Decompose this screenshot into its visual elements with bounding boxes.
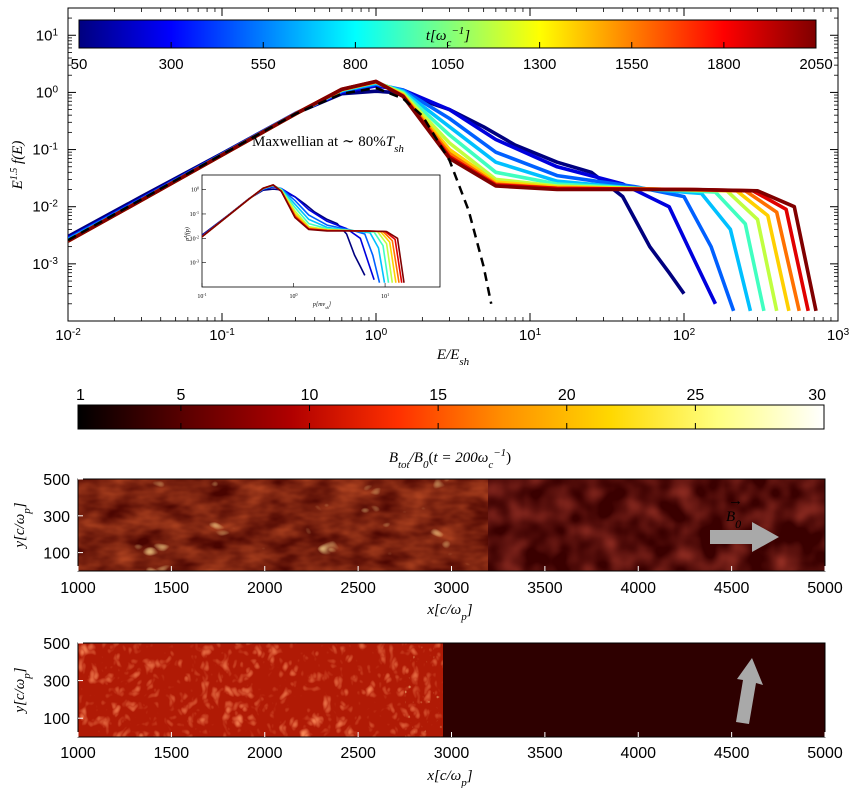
x-tick-label: 100 [365,327,388,345]
heatmap-y-tick-label: 100 [43,546,70,563]
heatmap-x-tick-label: 1000 [60,580,96,597]
heatmap-panel-1: 1000 1500 2000 2500 3000 3500 4000 4500 5000 500 3… [12,472,843,623]
heatmap-x-tick-label: 4500 [714,580,750,597]
heatmap-2-ticks: 1000 1500 2000 2500 3000 3500 4000 4500 5000 500 3… [43,636,843,762]
heatmap-x-tick-label: 3500 [527,580,563,597]
spectrum-curves [68,79,818,312]
field-colorbar-tick-label: 25 [686,387,704,404]
spectrum-y-label: E1.5 f(E) [9,141,27,191]
field-colorbar-tick-label: 20 [558,387,576,404]
heatmap-y-tick-label: 300 [43,509,70,526]
spectrum-panel: 10-2 10-1 100 101 102 103 10-3 10-2 10-1 100 101 5… [9,7,850,368]
heatmap-x-tick-label: 1500 [154,745,190,762]
heatmap-2-x-label: x[c/ωp] [426,768,472,788]
y-tick-label: 10-3 [32,255,58,273]
time-colorbar-tick-label: 800 [343,56,368,73]
heatmap-x-tick-label: 4500 [714,745,750,762]
time-colorbar-tick-label: 1800 [707,56,740,73]
heatmap-2-y-label: y[c/ωp] [12,667,33,714]
y-tick-label: 100 [36,84,59,102]
inset-y-label: p4f(p) [183,227,192,242]
inset-y-tick-label: 10-2 [190,234,199,243]
inset-curves [202,184,405,283]
maxwellian-annotation: Maxwellian at ∼ 80%Tsh [252,134,404,155]
field-colorbar-group: 1 5 10 15 20 25 30 Btot/B0(t = 200ωc−1) [76,387,826,471]
spectrum-ticks: 10-2 10-1 100 101 102 103 10-3 10-2 10-1 100 101 [32,7,850,345]
field-colorbar-ticks: 1 5 10 15 20 25 30 [76,387,826,429]
inset-series-line [202,184,405,283]
inset-x-tick-label: 10-1 [197,292,206,301]
spectrum-x-label: E/Esh [436,347,470,368]
heatmap-y-tick-label: 500 [43,636,70,653]
inset-x-label: p[mvsh] [312,302,332,310]
b0-arrow [710,522,779,552]
field-colorbar-tick-label: 10 [301,387,319,404]
time-colorbar-tick-label: 2050 [799,56,832,73]
heatmap-x-tick-label: 5000 [807,745,843,762]
inset-panel: 10-1 100 101 100 10-1 10-2 10-3 p[mvsh] p4f(p) [183,174,441,310]
x-tick-label: 103 [827,327,850,345]
heatmap-1-ticks: 1000 1500 2000 2500 3000 3500 4000 4500 5000 500 3… [43,472,843,597]
time-colorbar-tick-label: 1300 [523,56,556,73]
inset-y-tick-label: 10-3 [190,258,199,267]
spectrum-series-line [68,79,818,312]
inset-y-tick-label: 100 [191,185,199,194]
heatmap-x-tick-label: 5000 [807,580,843,597]
heatmap-y-tick-label: 500 [43,472,70,489]
heatmap-1-upstream-texture [470,479,825,571]
x-tick-label: 10-1 [209,327,235,345]
x-tick-label: 102 [673,327,696,345]
heatmap-x-tick-label: 2000 [247,580,283,597]
heatmap-1-x-label: x[c/ωp] [426,602,472,623]
heatmap-x-tick-label: 2000 [247,745,283,762]
field-colorbar-tick-label: 1 [76,387,85,404]
heatmap-x-tick-label: 3500 [527,745,563,762]
inset-x-tick-label: 100 [290,292,298,301]
heatmap-x-tick-label: 2500 [340,745,376,762]
time-colorbar-tick-label: 1050 [431,56,464,73]
field-colorbar-tick-label: 5 [176,387,185,404]
heatmap-x-tick-label: 3000 [434,580,470,597]
b0-vector-mark: → [728,493,743,509]
time-colorbar-tick-label: 550 [251,56,276,73]
spectrum-axes-frame [67,7,839,322]
heatmap-x-tick-label: 2500 [340,580,376,597]
heatmap-x-tick-label: 1500 [154,580,190,597]
heatmap-x-tick-label: 1000 [60,745,96,762]
y-tick-label: 101 [36,27,59,45]
heatmap-x-tick-label: 4000 [620,745,656,762]
y-tick-label: 10-2 [32,198,58,216]
oblique-arrow [736,658,763,724]
inset-ticks: 10-1 100 101 100 10-1 10-2 10-3 [190,185,389,300]
heatmap-1-filaments [78,479,488,571]
time-colorbar-ticks: 50 300 550 800 1050 1300 1550 1800 2050 [71,42,833,73]
heatmap-x-tick-label: 3000 [434,745,470,762]
heatmap-1-y-label: y[c/ωp] [12,502,33,549]
time-colorbar-tick-label: 1550 [615,56,648,73]
x-tick-label: 10-2 [55,327,81,345]
y-tick-label: 10-1 [32,141,58,159]
field-colorbar-tick-label: 15 [429,387,447,404]
inset-y-tick-label: 10-1 [190,209,199,218]
heatmap-panel-2: 1000 1500 2000 2500 3000 3500 4000 4500 5000 500 3… [12,636,843,788]
heatmap-x-tick-label: 4000 [620,580,656,597]
heatmap-2-downstream-texture [78,643,443,737]
inset-x-tick-label: 101 [381,292,389,301]
heatmap-2-shock-texture [405,643,443,737]
field-colorbar-tick-label: 30 [808,387,826,404]
heatmap-y-tick-label: 300 [43,674,70,691]
time-colorbar-tick-label: 50 [71,56,88,73]
time-colorbar-tick-label: 300 [159,56,184,73]
x-tick-label: 101 [519,327,542,345]
heatmap-y-tick-label: 100 [43,711,70,728]
field-title: Btot/B0(t = 200ωc−1) [389,447,511,471]
field-colorbar [77,404,825,430]
maxwellian-line [68,86,493,305]
